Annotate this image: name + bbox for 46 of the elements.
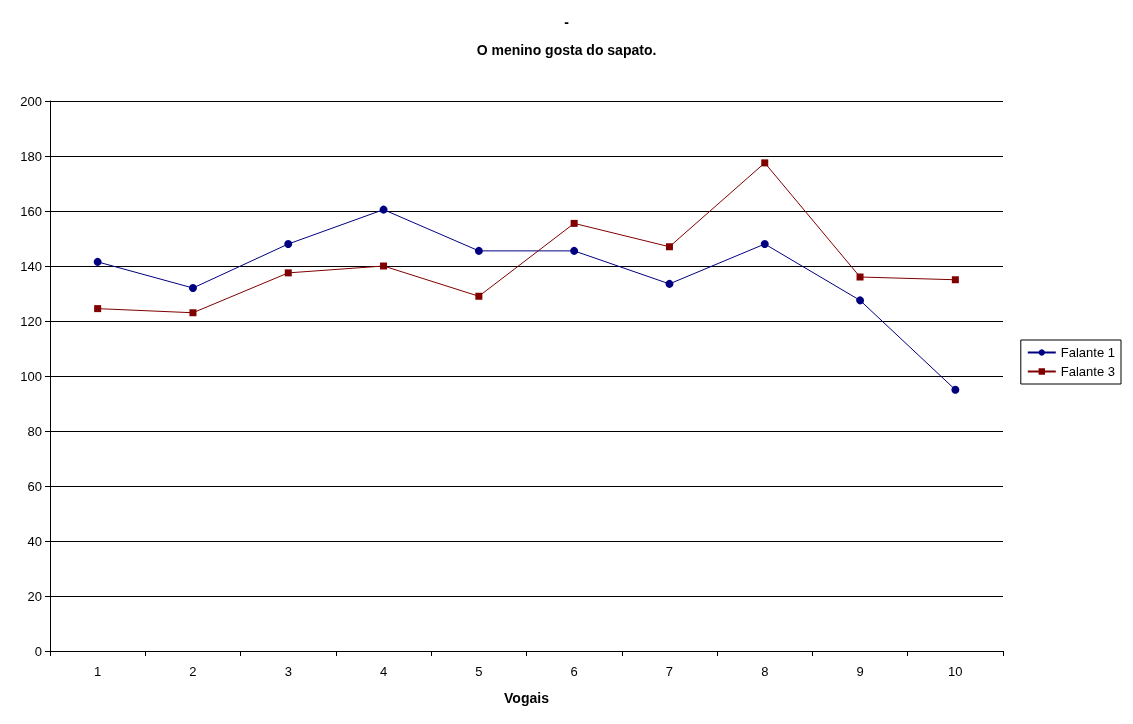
point (570, 219, 578, 227)
point (951, 385, 960, 394)
x-tick-label: 3 (284, 664, 292, 679)
point (475, 292, 483, 300)
x-tick-label: 9 (856, 664, 864, 679)
y-tick-label: 80 (27, 423, 42, 439)
point (188, 284, 197, 292)
point (856, 273, 864, 281)
y-tick-label: 0 (34, 643, 42, 659)
point (570, 246, 579, 255)
point (760, 240, 769, 248)
y-tick-label: 60 (27, 478, 42, 494)
legend-label: Falante 3 (1060, 364, 1115, 379)
x-tick-label: 1 (94, 664, 102, 679)
point (93, 257, 102, 266)
point (284, 240, 293, 248)
point (94, 305, 102, 313)
y-tick-label: 200 (20, 93, 42, 109)
x-axis-title: Vogais (504, 690, 550, 706)
y-tick-label: 40 (27, 533, 42, 549)
x-tick-label: 4 (379, 664, 388, 679)
y-tick-label: 140 (20, 258, 42, 274)
point (380, 262, 388, 270)
chart-subtitle: O menino gosta do sapato. (476, 42, 657, 58)
point (379, 205, 388, 214)
chart-title: - (564, 14, 570, 30)
point (189, 309, 197, 317)
y-tick-label: 180 (20, 148, 42, 164)
y-tick-label: 120 (20, 313, 42, 329)
legend-label: Falante 1 (1060, 345, 1115, 360)
point (665, 243, 673, 251)
x-tick-label: 7 (665, 664, 674, 679)
y-tick-label: 20 (27, 588, 42, 604)
x-tick-label: 6 (570, 664, 578, 679)
x-tick-label: 8 (761, 664, 769, 679)
point (761, 159, 769, 167)
y-tick-label: 100 (20, 368, 42, 384)
point (665, 279, 674, 288)
x-tick-label: 2 (189, 664, 197, 679)
point (856, 296, 865, 305)
point (474, 246, 483, 255)
x-tick-label: 5 (475, 664, 483, 679)
x-tick-label: 10 (948, 664, 963, 679)
point (951, 276, 959, 284)
y-tick-label: 160 (20, 203, 42, 219)
point (284, 269, 292, 277)
